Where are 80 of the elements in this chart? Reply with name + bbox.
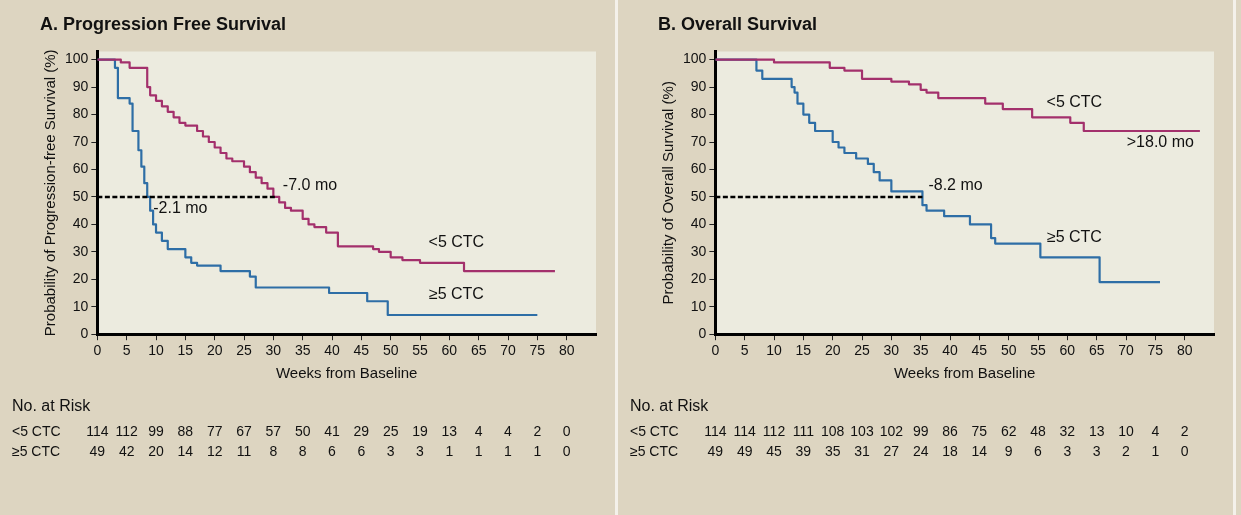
y-tick-label: 60: [690, 160, 707, 177]
x-tick-label: 25: [236, 342, 253, 359]
x-tick-label: 55: [412, 342, 429, 359]
x-tick-label: 50: [382, 342, 399, 359]
x-tick-label: 65: [1088, 342, 1105, 359]
x-axis-title: Weeks from Baseline: [893, 364, 1036, 382]
x-tick-label: 40: [942, 342, 959, 359]
series-label: <5 CTC: [428, 233, 485, 251]
x-tick-label: 20: [206, 342, 223, 359]
y-tick-label: 70: [72, 132, 89, 149]
x-tick-label: 5: [740, 342, 749, 359]
y-tick-label: 50: [72, 187, 89, 204]
x-tick-label: 80: [1176, 342, 1193, 359]
annotation: -2.1 mo: [153, 199, 208, 217]
y-tick-label: 0: [80, 325, 89, 342]
y-axis-title: Probability of Overall Survival (%): [659, 81, 677, 305]
series-label: ≥5 CTC: [428, 285, 484, 303]
y-tick-label: 60: [72, 160, 89, 177]
x-tick-label: 0: [711, 342, 720, 359]
annotation: -7.0 mo: [282, 176, 338, 194]
x-tick-label: 40: [324, 342, 341, 359]
x-tick-label: 30: [265, 342, 282, 359]
annotation: -8.2 mo: [928, 176, 983, 194]
x-tick-label: 30: [883, 342, 900, 359]
x-tick-label: 70: [500, 342, 516, 359]
y-tick-label: 10: [690, 297, 707, 314]
text: 49 42 20 14 12 11 8 8 6 6 3 3 1 1 1 1 0: [89, 443, 571, 459]
y-tick-label: 40: [690, 215, 707, 232]
y-tick-label: 100: [683, 50, 707, 67]
x-tick-label: 70: [1118, 342, 1134, 359]
x-tick-label: 45: [971, 342, 988, 359]
text: <5 CTC: [630, 423, 679, 439]
x-tick-label: 15: [795, 342, 812, 359]
x-tick-label: 5: [122, 342, 131, 359]
x-tick-label: 10: [148, 342, 165, 359]
x-tick-label: 0: [93, 342, 102, 359]
y-tick-label: 30: [690, 242, 707, 259]
x-axis-title: Weeks from Baseline: [275, 364, 418, 382]
text: ≥5 CTC: [12, 443, 61, 459]
text: 114 112 99 88 77 67 57 50 41 29 25 19 13 4 4 2 0: [86, 423, 571, 439]
x-tick-label: 50: [1000, 342, 1017, 359]
x-tick-label: 25: [854, 342, 871, 359]
y-tick-label: 90: [690, 77, 707, 94]
y-tick-label: 10: [72, 297, 89, 314]
y-tick-label: 50: [690, 187, 707, 204]
y-tick-label: 30: [72, 242, 89, 259]
text: <5 CTC: [12, 423, 61, 439]
x-tick-label: 20: [824, 342, 841, 359]
y-tick-label: 100: [65, 50, 89, 67]
y-tick-label: 40: [72, 215, 89, 232]
chart-title: A. Progression Free Survival: [40, 14, 288, 36]
x-tick-label: 75: [529, 342, 546, 359]
x-tick-label: 65: [470, 342, 487, 359]
series-label: ≥5 CTC: [1046, 227, 1102, 245]
y-axis-title: Probability of Progression-free Survival (%): [41, 49, 59, 337]
y-tick-label: 20: [72, 270, 89, 287]
annotation: >18.0 mo: [1126, 133, 1195, 151]
x-tick-label: 35: [912, 342, 929, 359]
x-tick-label: 15: [177, 342, 194, 359]
text: ≥5 CTC: [630, 443, 679, 459]
y-tick-label: 0: [698, 325, 707, 342]
y-tick-label: 80: [72, 105, 89, 122]
series-label: <5 CTC: [1046, 93, 1103, 111]
text: No. at Risk: [12, 397, 91, 415]
y-tick-label: 20: [690, 270, 707, 287]
y-tick-label: 80: [690, 105, 707, 122]
text: 114 114 112 111 108 103 102 99 86 75 62 48 32 13 10 4 2: [704, 423, 1189, 439]
x-tick-label: 35: [294, 342, 311, 359]
x-tick-label: 60: [441, 342, 458, 359]
y-tick-label: 90: [72, 77, 89, 94]
y-tick-label: 70: [690, 132, 707, 149]
x-tick-label: 75: [1147, 342, 1164, 359]
x-tick-label: 10: [766, 342, 783, 359]
x-tick-label: 45: [353, 342, 370, 359]
x-tick-label: 60: [1059, 342, 1076, 359]
chart-title: B. Overall Survival: [658, 14, 819, 36]
text: 49 49 45 39 35 31 27 24 18 14 9 6 3 3 2 1 0: [707, 443, 1189, 459]
x-tick-label: 55: [1030, 342, 1047, 359]
x-tick-label: 80: [558, 342, 575, 359]
text: No. at Risk: [630, 397, 709, 415]
